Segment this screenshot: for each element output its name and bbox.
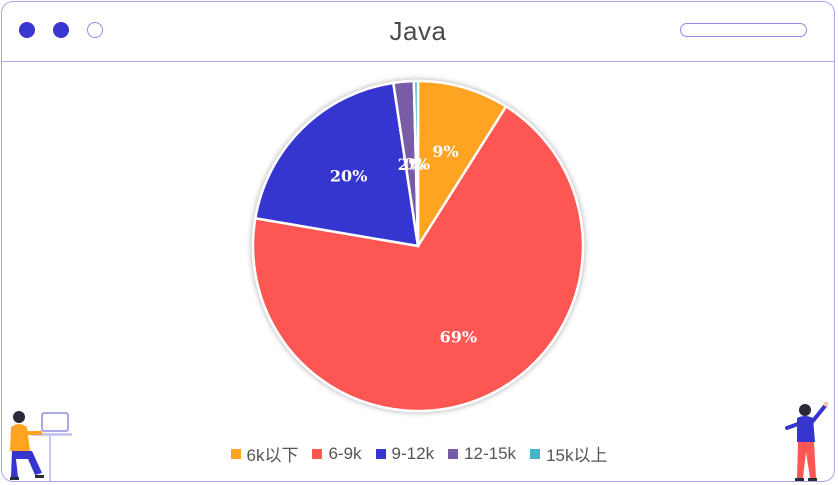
window-dot-3[interactable] bbox=[87, 22, 103, 38]
pie-label-2: 20% bbox=[330, 166, 367, 185]
search-bar[interactable] bbox=[680, 23, 807, 37]
chart-legend: 6k以下 6-9k 9-12k 12-15k 15k以上 bbox=[0, 441, 838, 466]
person-at-laptop-illustration bbox=[10, 411, 72, 481]
pie-slices bbox=[251, 79, 585, 413]
legend-item-4[interactable]: 15k以上 bbox=[530, 441, 607, 466]
pie-slice-0[interactable] bbox=[416, 79, 508, 251]
pie-label-4: 0% bbox=[404, 155, 430, 174]
legend-item-3[interactable]: 12-15k bbox=[448, 441, 516, 466]
window-dot-1[interactable] bbox=[19, 22, 35, 38]
pie-label-1: 69% bbox=[440, 327, 477, 346]
waving-person-illustration bbox=[785, 401, 829, 481]
legend-item-0[interactable]: 6k以下 bbox=[230, 441, 299, 466]
window-dot-2[interactable] bbox=[53, 22, 69, 38]
chart-title: Java bbox=[389, 16, 447, 46]
pie-label-3: 2% bbox=[398, 155, 424, 174]
legend-label-1: 6-9k bbox=[328, 443, 362, 463]
legend-item-1[interactable]: 6-9k bbox=[312, 441, 362, 466]
legend-label-0: 6k以下 bbox=[246, 446, 299, 465]
pie-slice-2[interactable] bbox=[253, 81, 420, 248]
pie-labels: 9% 69% 20% 2%0% bbox=[330, 142, 477, 347]
pie-slice-1[interactable] bbox=[251, 104, 585, 413]
legend-swatch-4 bbox=[530, 448, 541, 459]
legend-swatch-3 bbox=[448, 448, 459, 459]
legend-swatch-1 bbox=[312, 448, 323, 459]
legend-swatch-0 bbox=[230, 448, 241, 459]
legend-label-3: 12-15k bbox=[464, 443, 517, 463]
legend-label-2: 9-12k bbox=[391, 443, 435, 463]
pie-slice-4[interactable] bbox=[412, 79, 420, 247]
legend-item-2[interactable]: 9-12k bbox=[375, 441, 435, 466]
pie-label-0: 9% bbox=[432, 142, 458, 161]
title-bar: Java bbox=[2, 2, 834, 62]
legend-swatch-2 bbox=[375, 448, 386, 459]
legend-label-4: 15k以上 bbox=[546, 446, 608, 465]
